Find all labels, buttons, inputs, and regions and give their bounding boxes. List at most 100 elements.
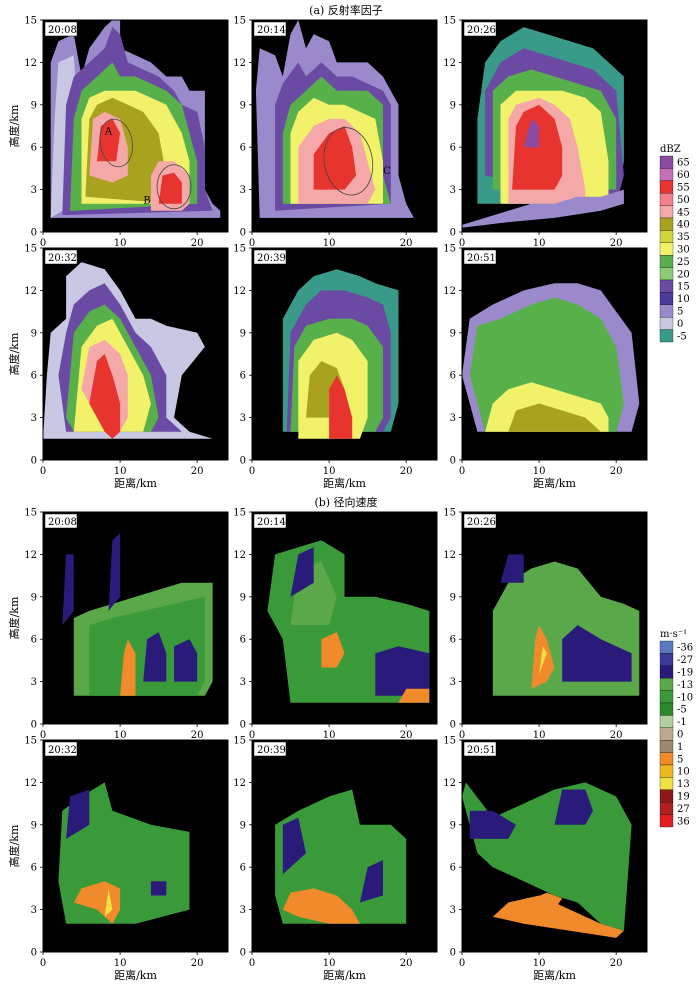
y-axis-label: 高度/km bbox=[7, 332, 21, 375]
legend-swatch bbox=[659, 665, 674, 679]
echo-region bbox=[554, 789, 593, 825]
legend-label: -10 bbox=[677, 692, 693, 703]
echo-region bbox=[523, 892, 563, 910]
y-tick-label: 9 bbox=[450, 328, 456, 339]
y-tick-label: 0 bbox=[31, 228, 37, 239]
panel-frame bbox=[251, 739, 438, 953]
echo-region bbox=[398, 688, 430, 703]
echo-region bbox=[523, 118, 540, 148]
y-tick-label: 9 bbox=[240, 100, 246, 111]
panel-radial_velocity-2026: 20:260369121501020距离/km bbox=[443, 508, 648, 754]
y-axis-label: 高度/km bbox=[7, 824, 21, 867]
x-tick-label: 10 bbox=[114, 466, 127, 477]
x-tick-label: 20 bbox=[610, 466, 623, 477]
time-label: 20:39 bbox=[253, 249, 287, 265]
y-tick-label: 15 bbox=[24, 736, 37, 747]
x-tick-label: 10 bbox=[323, 466, 336, 477]
x-tick-label: 10 bbox=[114, 238, 127, 249]
legend-swatch bbox=[659, 653, 674, 666]
echo-region bbox=[500, 554, 524, 583]
y-tick-label: 15 bbox=[443, 508, 456, 519]
legend-label: 36 bbox=[677, 816, 690, 827]
legend-label: 20 bbox=[677, 269, 690, 280]
time-label: 20:26 bbox=[463, 21, 497, 37]
time-label: 20:51 bbox=[463, 249, 497, 265]
x-tick-label: 0 bbox=[459, 730, 465, 741]
time-label-text: 20:26 bbox=[467, 25, 496, 36]
panel-frame bbox=[461, 739, 648, 953]
x-axis-label: 距离/km bbox=[533, 968, 576, 982]
legend-swatch bbox=[659, 802, 674, 815]
y-tick-label: 9 bbox=[450, 100, 456, 111]
x-tick-label: 0 bbox=[40, 958, 46, 969]
time-label-text: 20:51 bbox=[467, 253, 496, 264]
x-tick-label: 0 bbox=[459, 238, 465, 249]
legend-swatch bbox=[659, 217, 674, 231]
y-tick-label: 12 bbox=[233, 778, 246, 789]
y-tick-label: 0 bbox=[31, 456, 37, 467]
time-label: 20:51 bbox=[463, 741, 497, 757]
time-label-text: 20:14 bbox=[257, 517, 286, 528]
legend-label: 10 bbox=[677, 767, 690, 778]
y-tick-label: 6 bbox=[450, 143, 456, 154]
x-tick-label: 0 bbox=[249, 238, 255, 249]
x-tick-label: 10 bbox=[533, 958, 546, 969]
y-tick-label: 3 bbox=[240, 185, 246, 196]
panel-frame bbox=[42, 739, 229, 953]
legend-label: -5 bbox=[677, 331, 687, 342]
y-tick-label: 3 bbox=[450, 905, 456, 916]
y-tick-label: 15 bbox=[233, 244, 246, 255]
x-axis-label: 距离/km bbox=[533, 476, 576, 490]
time-label-text: 20:39 bbox=[257, 253, 286, 264]
x-tick-label: 20 bbox=[610, 238, 623, 249]
y-tick-label: 0 bbox=[240, 948, 246, 959]
echo-region bbox=[512, 104, 563, 190]
legend-label: 45 bbox=[677, 207, 690, 218]
legend-swatch bbox=[659, 193, 674, 206]
y-tick-label: 15 bbox=[24, 244, 37, 255]
y-tick-label: 12 bbox=[443, 778, 456, 789]
legend-unit: dBZ bbox=[660, 144, 681, 155]
legend-swatch bbox=[659, 727, 674, 741]
legend-swatch bbox=[659, 702, 674, 716]
x-axis-label: 距离/km bbox=[323, 476, 366, 490]
y-tick-label: 9 bbox=[240, 820, 246, 831]
legend-swatch bbox=[659, 690, 674, 704]
y-tick-label: 3 bbox=[240, 677, 246, 688]
y-tick-label: 0 bbox=[450, 228, 456, 239]
cell-outline bbox=[156, 164, 192, 210]
echo-region bbox=[62, 554, 74, 626]
legend-swatch bbox=[659, 279, 674, 293]
echo-region bbox=[462, 189, 624, 228]
annotation-c: C bbox=[383, 166, 391, 177]
panel-frame bbox=[461, 247, 648, 461]
panel-reflectivity-2051: 20:51 0 3 6 9 12 15 0 10 20 距离/km bbox=[443, 244, 648, 490]
echo-region bbox=[321, 632, 345, 668]
y-tick-label: 3 bbox=[450, 677, 456, 688]
y-tick-label: 0 bbox=[240, 228, 246, 239]
y-tick-label: 12 bbox=[24, 286, 37, 297]
y-tick-label: 12 bbox=[24, 550, 37, 561]
y-tick-label: 6 bbox=[240, 143, 246, 154]
legend-swatch bbox=[659, 255, 674, 268]
x-tick-label: 0 bbox=[40, 238, 46, 249]
legend-label: 13 bbox=[677, 779, 690, 790]
annotation-b: B bbox=[143, 196, 150, 207]
echo-region bbox=[120, 639, 136, 696]
y-tick-label: 12 bbox=[443, 550, 456, 561]
y-tick-label: 12 bbox=[233, 550, 246, 561]
echo-region bbox=[282, 817, 306, 875]
y-tick-label: 3 bbox=[31, 413, 37, 424]
y-tick-label: 3 bbox=[450, 185, 456, 196]
echo-region bbox=[313, 126, 357, 190]
legend-label: -27 bbox=[677, 655, 693, 666]
x-tick-label: 0 bbox=[249, 958, 255, 969]
panel-radial_velocity-2051: 20:51 0 3 6 9 12 15 0 10 20 距离/km bbox=[443, 736, 648, 982]
legend-label: 0 bbox=[677, 319, 683, 330]
legend-label: 15 bbox=[677, 282, 690, 293]
legend-label: -5 bbox=[677, 705, 687, 716]
legend-label: 5 bbox=[677, 307, 683, 318]
